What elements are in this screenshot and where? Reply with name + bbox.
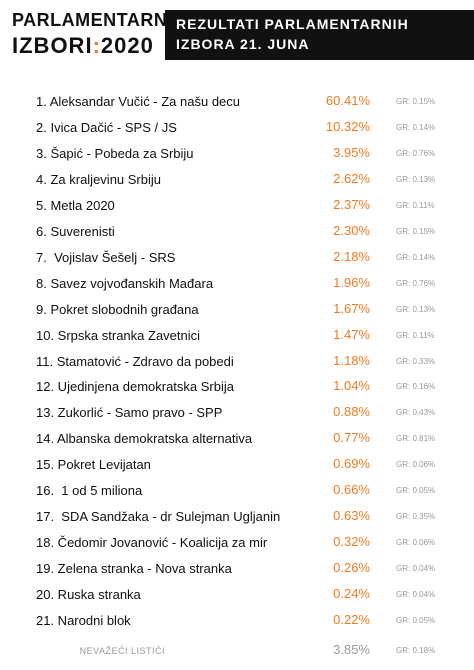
percent: 0.66% [333,482,370,498]
gr-value: GR: 0.06% [396,538,436,548]
percent: 0.69% [333,456,370,472]
party-name: 16. 1 od 5 miliona [36,483,143,499]
title-line: IZBORA 21. JUNA [176,36,310,52]
percent: 0.63% [333,508,370,524]
party-name: 14. Albanska demokratska alternativa [36,431,253,447]
gr-value: GR: 0.05% [396,486,436,496]
party-name: 17. SDA Sandžaka - dr Sulejman Ugljanin [36,509,281,525]
gr-value: GR: 0.11% [396,330,435,340]
logo-year: 2020 [100,33,154,58]
gr-value: GR: 0.16% [396,382,436,392]
gr-value: GR: 0.35% [396,512,436,522]
gr-value: GR: 0.81% [396,434,436,444]
percent: 1.04% [333,378,370,394]
gr-value: GR: 0.06% [396,460,436,470]
percent: 1.47% [333,326,370,342]
footer-label: NEVAŽEĆI LISTIĆI [79,646,165,656]
percent: 60.41% [325,93,370,108]
percent: 0.22% [333,612,370,627]
party-name: 7. Vojislav Šešelj - SRS [36,249,176,265]
party-name: 3. Šapić - Pobeda za Srbiju [36,145,194,161]
gr-value: GR: 0.11% [396,200,435,210]
logo-word: IZBORI [12,33,93,58]
percent: 2.37% [333,196,370,212]
party-name: 12. Ujedinjena demokratska Srbija [36,379,234,395]
title-band [165,10,474,60]
party-name: 15. Pokret Levijatan [36,457,151,473]
footer-gr: GR: 0.18% [396,646,436,655]
percent: 2.18% [333,248,370,264]
percent: 1.18% [333,352,370,368]
party-name: 1. Aleksandar Vučić - Za našu decu [36,94,241,109]
party-name: 8. Savez vojvođanskih Mađara [36,275,214,291]
gr-value: GR: 0.04% [396,590,436,600]
party-name: 9. Pokret slobodnih građana [36,301,199,317]
logo-colon: : [92,33,101,58]
percent: 0.88% [333,404,370,420]
gr-value: GR: 0.15% [396,226,436,236]
footer-percent: 3.85% [333,642,370,657]
party-name: 2. Ivica Dačić - SPS / JS [36,119,177,135]
party-name: 19. Zelena stranka - Nova stranka [36,561,232,577]
party-name: 5. Metla 2020 [36,197,115,213]
gr-value: GR: 0.43% [396,408,436,418]
gr-value: GR: 0.33% [396,356,436,366]
percent: 0.77% [333,430,370,446]
logo-line: IZBORI:2020 [12,33,154,59]
gr-value: GR: 0.76% [396,148,436,158]
percent: 3.95% [333,144,370,160]
party-name: 4. Za kraljevinu Srbiju [36,171,161,187]
percent: 2.62% [333,170,370,186]
gr-value: GR: 0.14% [396,252,436,262]
percent: 0.32% [333,534,370,550]
party-name: 21. Narodni blok [36,613,131,628]
party-name: 6. Suverenisti [36,223,115,239]
percent: 1.96% [333,274,370,290]
party-name: 13. Zukorlić - Samo pravo - SPP [36,405,223,421]
gr-value: GR: 0.76% [396,278,436,288]
party-name: 18. Čedomir Jovanović - Koalicija za mir [36,535,268,551]
percent: 0.24% [333,586,370,602]
gr-value: GR: 0.14% [396,122,436,132]
gr-value: GR: 0.13% [396,174,436,184]
percent: 10.32% [325,118,370,134]
percent: 1.67% [333,300,370,316]
gr-value: GR: 0.04% [396,564,436,574]
percent: 0.26% [333,560,370,576]
percent: 2.30% [333,222,370,238]
gr-value: GR: 0.13% [396,304,436,314]
party-name: 20. Ruska stranka [36,587,141,603]
title-line: REZULTATI PARLAMENTARNIH [176,16,409,32]
party-name: 10. Srpska stranka Zavetnici [36,327,201,343]
logo-line: PARLAMENTARNI [12,10,173,30]
gr-value: GR: 0.15% [396,97,436,106]
gr-value: GR: 0.05% [396,616,436,625]
party-name: 11. Stamatović - Zdravo da pobedi [36,353,234,369]
